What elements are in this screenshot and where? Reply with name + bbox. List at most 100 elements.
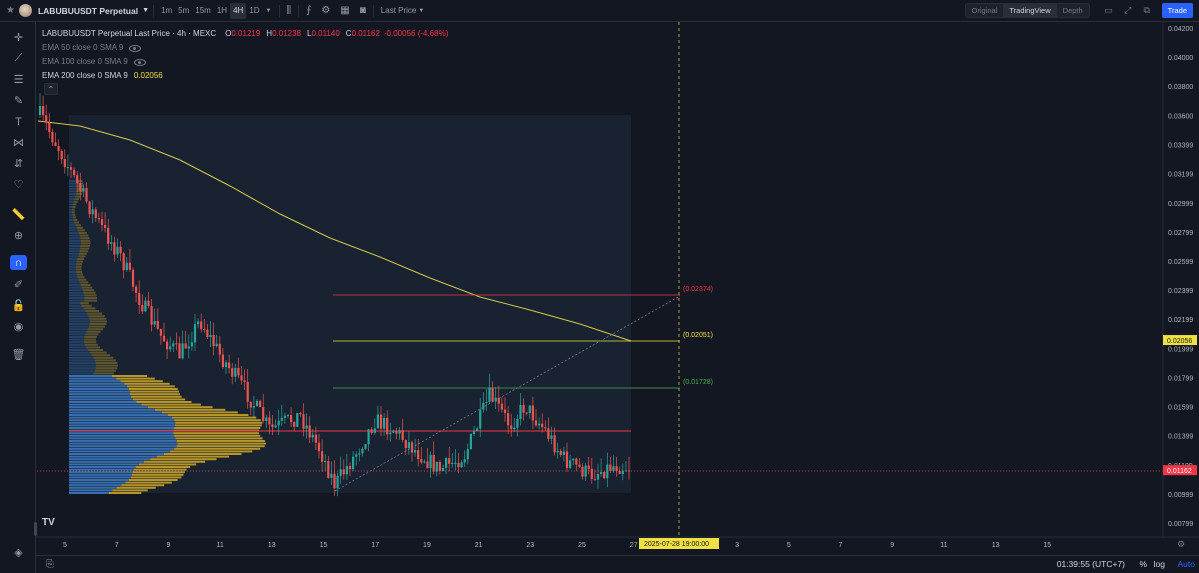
volume-profile-down-bar [175,421,263,424]
camera-icon[interactable]: ◙ [359,5,366,16]
candle-body [181,343,184,359]
mode-depth[interactable]: Depth [1062,6,1083,15]
horizontal-lines-icon[interactable]: ☰ [13,74,24,86]
price-type-select[interactable]: Last Price ▼ [378,3,428,19]
volume-profile-down-bar [84,297,98,299]
toolbar-resize-handle[interactable] [34,522,37,536]
trash-icon[interactable]: 🗑 [11,349,26,361]
price-tick-label: 0.03800 [1168,84,1193,91]
trend-line-icon[interactable]: ⟋ [14,52,23,64]
text-icon[interactable]: T [15,115,22,128]
candle-body [221,354,224,368]
volume-profile-up-bar [69,216,73,219]
symbol-dropdown-icon[interactable]: ▼ [142,7,150,14]
candle-body [206,329,209,338]
brush-icon[interactable]: ✎ [13,95,24,107]
timeframe-1h[interactable]: 1H [216,6,228,15]
forecast-icon[interactable]: ⇵ [13,158,24,170]
high-value: 0.01238 [272,29,301,38]
legend-ema200[interactable]: EMA 200 close 0 SMA 9 0.02056 [42,69,448,83]
candle-type-icon[interactable]: ⫼ [286,5,292,16]
volume-profile-down-bar [80,239,91,242]
magnet-icon[interactable]: ∩ [10,255,27,270]
legend-ohlc-row: LABUBUUSDT Perpetual Last Price · 4h · M… [42,27,448,41]
trade-button[interactable]: Trade [1161,3,1193,18]
low-label: L [307,29,312,38]
log-toggle[interactable]: log [1153,559,1165,569]
legend-title[interactable]: LABUBUUSDT Perpetual Last Price · 4h · M… [42,29,217,38]
candle-body [234,367,237,377]
price-tick-label: 0.03399 [1168,143,1193,150]
favorite-star-icon[interactable]: ★ [6,5,15,16]
volume-profile-up-bar [69,247,81,250]
zoom-icon[interactable]: ⊕ [13,230,24,242]
fullscreen-icon[interactable]: ⤢ [1124,5,1132,15]
volume-profile-up-bar [69,289,83,292]
lock-draw-icon[interactable]: ✐ [13,279,24,291]
volume-profile-down-bar [124,382,170,385]
eye-icon[interactable]: ◉ [13,321,24,333]
candle-body [88,201,91,215]
volume-profile-up-bar [69,356,94,359]
window-icon[interactable]: ▭ [1104,5,1113,15]
timeframe-5m[interactable]: 5m [178,6,190,15]
volume-profile-up-bar [69,198,75,201]
candle-body [497,397,500,404]
volume-profile-down-bar [78,252,87,255]
candle-body [395,430,398,434]
symbol-name[interactable]: LABUBUUSDT Perpetual [37,5,139,16]
timeframe-1m[interactable]: 1m [161,6,173,15]
ema50-hidden-eye-icon[interactable] [129,44,142,52]
volume-profile-up-bar [69,419,175,422]
layers-icon[interactable]: ◈ [14,547,23,559]
candle-body [364,444,367,449]
timeframe-1d[interactable]: 1D [249,6,260,15]
layout-icon[interactable]: ▦ [340,5,350,16]
clock[interactable]: 01:39:55 (UTC+7) [1056,559,1125,569]
crosshair-icon[interactable]: ✛ [13,32,24,44]
volume-profile-down-bar [84,336,97,338]
volume-profile-up-bar [69,403,142,406]
cursor-date-tag-bg [639,538,719,549]
volume-profile-down-bar [133,468,187,471]
percent-toggle[interactable]: % [1139,559,1147,569]
date-range-icon[interactable]: ⎘ [46,559,54,570]
mode-original[interactable]: Original [971,6,998,15]
volume-profile-down-bar [85,333,99,336]
candle-body [333,473,336,489]
volume-profile-up-bar [69,294,85,297]
candle-body [265,417,268,422]
legend-collapse-button[interactable]: ⌃ [44,83,58,95]
heart-icon[interactable]: ♡ [13,179,24,191]
lock-icon[interactable]: 🔓 [11,300,26,312]
view-mode-group: Original TradingView Depth [964,3,1090,18]
volume-profile-up-bar [69,466,136,468]
candle-body [175,343,178,345]
mode-tradingview[interactable]: TradingView [1003,4,1057,17]
volume-profile-down-bar [120,380,163,383]
candle-body [317,442,321,452]
price-tick-label: 0.02599 [1168,259,1193,266]
candle-body [547,428,550,439]
timeframe-dropdown-icon[interactable]: ▼ [265,7,272,14]
pattern-icon[interactable]: ⋈ [13,137,24,149]
candle-body [314,434,317,443]
indicators-icon[interactable]: ⨍ [306,5,312,16]
legend-ema100[interactable]: EMA 100 close 0 SMA 9 [42,55,448,69]
candle-body [42,106,45,116]
ema100-hidden-eye-icon[interactable] [133,58,146,66]
ruler-icon[interactable]: 📏 [11,209,26,221]
volume-profile-down-bar [84,299,98,302]
timeframe-4h[interactable]: 4H [230,2,247,19]
auto-toggle[interactable]: Auto [1177,559,1196,569]
ema100-label: EMA 100 close 0 SMA 9 [42,57,128,66]
candle-body [327,461,330,478]
tradingview-logo[interactable]: TV [42,517,55,528]
legend-ema50[interactable]: EMA 50 close 0 SMA 9 [42,41,448,55]
settings-icon[interactable]: ⚙ [321,5,331,16]
timeframe-15m[interactable]: 15m [195,6,211,15]
candle-body [379,414,383,429]
candle-body [293,422,296,427]
popout-icon[interactable]: ⧉ [1143,5,1150,15]
